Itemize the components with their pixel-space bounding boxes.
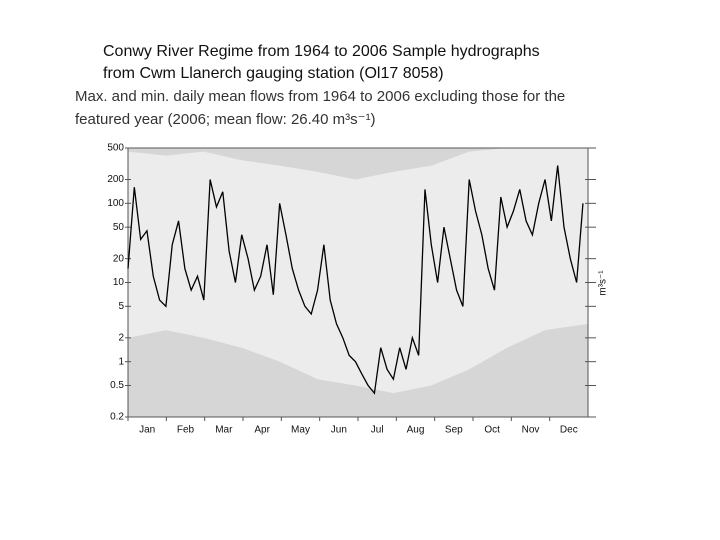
y-tick-label: 5 bbox=[118, 301, 124, 312]
x-tick-label: Dec bbox=[560, 425, 578, 436]
flow-range-band bbox=[128, 148, 588, 394]
y-tick-label: 500 bbox=[107, 143, 124, 154]
heading: from Cwm Llanerch gauging station (Ol17 … bbox=[103, 65, 444, 82]
y-tick-label: 2 bbox=[118, 332, 124, 343]
x-tick-label: Apr bbox=[254, 425, 270, 436]
x-tick-label: Aug bbox=[407, 425, 425, 436]
y-tick-label: 100 bbox=[107, 198, 124, 209]
x-tick-label: Jul bbox=[371, 425, 384, 436]
x-tick-label: Feb bbox=[177, 425, 195, 436]
x-tick-label: Nov bbox=[522, 425, 540, 436]
x-tick-label: Mar bbox=[215, 425, 233, 436]
y-axis-label: m³s⁻¹ bbox=[598, 270, 609, 296]
x-tick-label: Jan bbox=[139, 425, 155, 436]
x-tick-label: Oct bbox=[484, 425, 500, 436]
y-tick-label: 0.2 bbox=[110, 412, 124, 423]
chart-title: Max. and min. daily mean flows from 1964… bbox=[75, 88, 565, 105]
y-tick-label: 0.5 bbox=[110, 380, 124, 391]
x-tick-label: Sep bbox=[445, 425, 463, 436]
heading: Conwy River Regime from 1964 to 2006 Sam… bbox=[103, 43, 540, 60]
x-tick-label: May bbox=[291, 425, 310, 436]
hydrograph-line bbox=[127, 165, 584, 395]
chart-title: featured year (2006; mean flow: 26.40 m³… bbox=[75, 111, 376, 128]
y-tick-label: 10 bbox=[113, 277, 125, 288]
y-tick-label: 20 bbox=[113, 253, 125, 264]
y-tick-label: 200 bbox=[107, 174, 124, 185]
x-tick-label: Jun bbox=[331, 425, 347, 436]
y-tick-label: 1 bbox=[118, 356, 124, 367]
y-tick-label: 50 bbox=[113, 222, 125, 233]
